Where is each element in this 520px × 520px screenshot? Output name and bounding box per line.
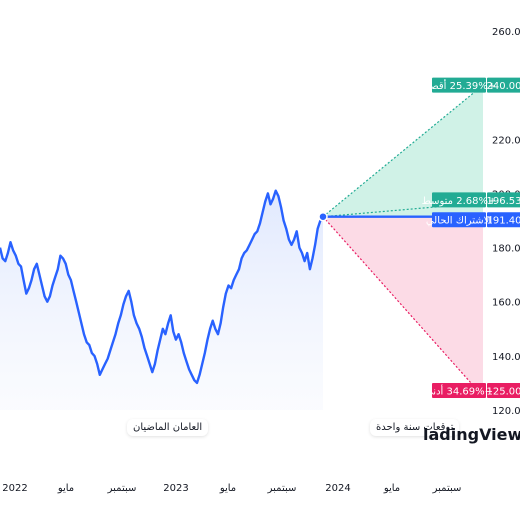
y-tick-label: 120.00 [492, 406, 520, 417]
forecast-min-value: 125.00 [487, 386, 520, 397]
forecast-avg-value-box [487, 192, 520, 208]
x-tick-label: مايو [57, 483, 74, 494]
x-tick-label: سبتمبر [432, 483, 462, 494]
forecast-period-label: توقعات سنة واحدة [370, 419, 460, 436]
x-tick-label: 2022 [2, 483, 27, 494]
y-tick-label: 140.00 [492, 352, 520, 363]
y-tick-label: 220.00 [492, 135, 520, 146]
forecast-avg-value: 196.53 [487, 196, 520, 207]
x-tick-label: مايو [219, 483, 236, 494]
forecast-max-label: +25.39% أقصى [422, 79, 496, 92]
forecast-max-value-box [487, 77, 520, 93]
forecast-max-label-box [432, 77, 486, 93]
x-tick-label: سبتمبر [107, 483, 137, 494]
past-period-label: العامان الماضيان [127, 419, 209, 436]
forecast-up-area [323, 85, 483, 217]
current-point [318, 211, 328, 222]
x-tick-label: سبتمبر [267, 483, 297, 494]
history-line [0, 189, 324, 385]
tradingview-logo: ladingView T/ [423, 425, 520, 444]
forecast-avg-label: +2.68% متوسط [422, 196, 497, 207]
current-value: 191.40 [487, 216, 520, 227]
x-tick-label: 2024 [325, 483, 350, 494]
current-value-box [487, 212, 520, 228]
forecast-min-line [322, 216, 484, 397]
current-label: الاشتراك الحالي [426, 216, 492, 227]
current-label-box [432, 212, 486, 228]
y-tick-label: 160.00 [492, 298, 520, 309]
y-tick-label: 260.00 [492, 27, 520, 38]
forecast-down-area [323, 216, 483, 397]
forecast-max-line [322, 84, 484, 218]
forecast-min-label: −34.69% أدنى [425, 384, 493, 397]
forecast-min-label-box [432, 382, 486, 398]
x-tick-label: مايو [383, 483, 400, 494]
x-tick-label: 2023 [163, 483, 188, 494]
history-area [0, 190, 323, 410]
forecast-max-value: 240.00 [487, 81, 520, 92]
y-tick-label: 180.00 [492, 244, 520, 255]
forecast-min-value-box [487, 382, 520, 398]
forecast-avg-label-box [432, 192, 486, 208]
